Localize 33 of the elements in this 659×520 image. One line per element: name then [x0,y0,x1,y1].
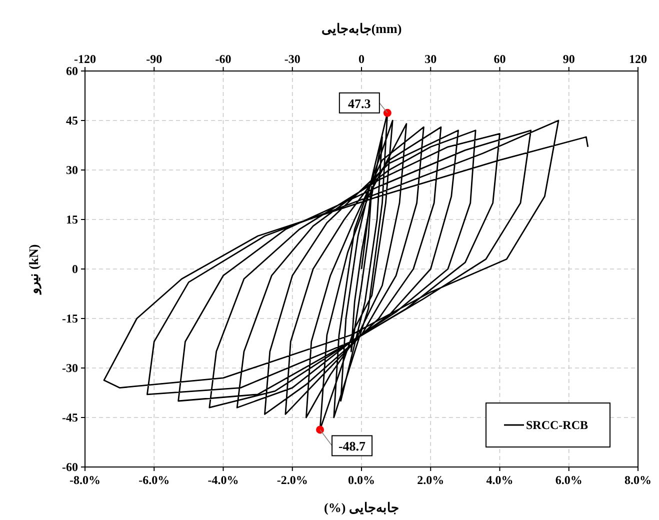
y-tick-label: 30 [66,163,78,177]
y-tick-label: 45 [66,114,78,128]
x2-tick-label: -30 [284,52,300,66]
y-tick-label: 0 [72,262,78,276]
y-axis-title: نیرو (kN) [26,244,42,295]
data-label: -48.7 [338,438,366,454]
x2-tick-label: 120 [629,52,647,66]
x-tick-label: -4.0% [208,473,239,487]
x2-axis-title: جابه‌جایی(mm) [321,21,402,36]
y-tick-label: -60 [62,460,78,474]
y-tick-label: -15 [62,312,78,326]
x-tick-label: -6.0% [138,473,170,487]
x2-tick-label: 90 [562,52,575,66]
x2-tick-label: 30 [424,52,437,66]
x2-tick-label: -90 [146,52,162,66]
x-tick-label: 4.0% [486,473,514,487]
x-tick-label: 0.0% [348,473,375,487]
x2-tick-label: 0 [358,52,364,66]
x-tick-label: -2.0% [276,473,308,487]
y-tick-label: 15 [66,212,78,226]
x-tick-label: 2.0% [417,473,444,487]
legend-label: SRCC-RCB [526,418,588,432]
x2-tick-label: -60 [215,52,232,66]
x-axis-title: جابه‌جایی (%) [324,500,399,515]
x-tick-label: 6.0% [555,473,582,487]
x-tick-label: -8.0% [70,473,100,487]
y-tick-label: -45 [62,410,78,424]
x-tick-label: 8.0% [624,473,652,487]
y-tick-label: -30 [62,361,78,375]
data-label: 47.3 [348,96,372,111]
y-tick-label: 60 [66,64,78,78]
x2-tick-label: 60 [494,52,506,66]
x2-tick-label: -120 [74,52,96,66]
